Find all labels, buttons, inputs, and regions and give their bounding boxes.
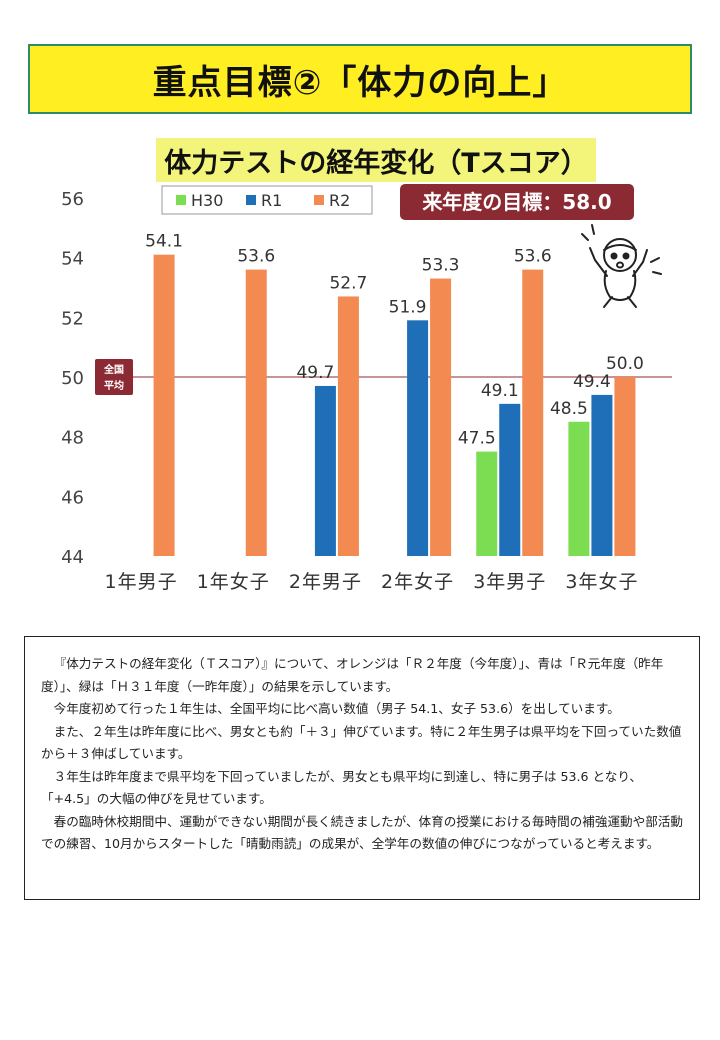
description-paragraph-1: 『体力テストの経年変化（Ｔスコア）』について、オレンジは「Ｒ２年度（今年度）」、… [41, 656, 664, 694]
description-paragraph-2: 今年度初めて行った１年生は、全国平均に比べ高い数値（男子 54.1、女子 53.… [53, 701, 620, 716]
x-tick-label: 1年女子 [197, 571, 270, 593]
x-tick-label: 2年男子 [289, 571, 362, 593]
bar-value-label: 53.6 [514, 247, 552, 267]
bar-value-label: 52.7 [329, 273, 367, 293]
mascot-illustration [581, 224, 662, 308]
legend-label: H30 [191, 191, 223, 210]
y-tick-label: 48 [61, 428, 84, 449]
bar-value-label: 49.1 [481, 381, 519, 401]
bar-r2 [153, 254, 175, 556]
y-tick-label: 50 [61, 368, 84, 389]
legend-swatch [246, 195, 256, 205]
y-tick-label: 44 [61, 547, 84, 568]
national-average-label: 全国 平均 [95, 359, 133, 395]
bar-r2 [614, 377, 636, 556]
x-tick-label: 3年男子 [473, 571, 546, 593]
bars: 54.1 53.6 49.7 52.7 51.9 53.3 47.5 49.1 53.6 48.5… [145, 232, 644, 556]
goal-badge: 来年度の目標：58.0 [400, 184, 634, 220]
bar-value-label: 47.5 [458, 429, 496, 449]
bar-value-label: 49.4 [573, 372, 611, 392]
y-tick-label: 46 [61, 487, 84, 508]
national-average-label-line2: 平均 [104, 379, 124, 392]
x-tick-label: 2年女子 [381, 571, 454, 593]
x-axis: 1年男子 1年女子 2年男子 2年女子 3年男子 3年女子 [105, 571, 638, 593]
title-banner: 重点目標②「体力の向上」 [28, 44, 692, 114]
bar-r2 [245, 269, 267, 556]
y-tick-label: 56 [61, 189, 84, 210]
description-paragraph-4: ３年生は昨年度まで県平均を下回っていましたが、男女とも県平均に到達し、特に男子は… [41, 768, 643, 807]
bar-value-label: 51.9 [389, 297, 427, 317]
description-box: 『体力テストの経年変化（Ｔスコア）』について、オレンジは「Ｒ２年度（今年度）」、… [24, 636, 700, 900]
y-axis: 44 46 48 50 52 54 56 [61, 189, 84, 568]
legend-swatch [314, 195, 324, 205]
bar-r2 [522, 269, 544, 556]
bar-value-label: 50.0 [606, 354, 644, 374]
goal-text: 来年度の目標：58.0 [421, 190, 611, 214]
chart-title-box: 体力テストの経年変化（Tスコア） [156, 138, 596, 182]
description-paragraph-3: また、２年生は昨年度に比べ、男女とも約「＋３」伸びています。特に２年生男子は県平… [41, 723, 682, 762]
bar-value-label: 53.6 [237, 247, 275, 267]
x-tick-label: 3年女子 [565, 571, 638, 593]
bar-r1 [314, 385, 336, 556]
bar-r1 [407, 320, 429, 556]
bar-value-label: 48.5 [550, 399, 588, 419]
bar-r2 [430, 278, 452, 556]
legend-swatch [176, 195, 186, 205]
page-title: 重点目標②「体力の向上」 [152, 62, 568, 103]
legend-label: R2 [329, 191, 350, 210]
bar-value-label: 53.3 [422, 256, 460, 276]
legend: H30 R1 R2 [161, 185, 373, 215]
y-tick-label: 54 [61, 249, 84, 270]
bar-r1 [499, 403, 521, 556]
bar-value-label: 54.1 [145, 232, 183, 252]
national-average-label-line1: 全国 [103, 363, 124, 376]
bar-value-label: 49.7 [296, 363, 334, 383]
bar-h30 [476, 451, 498, 556]
chart-title: 体力テストの経年変化（Tスコア） [164, 147, 588, 179]
x-tick-label: 1年男子 [105, 571, 178, 593]
bar-h30 [568, 421, 590, 556]
bar-chart: 44 46 48 50 52 54 56 全国 平均 54.1 53.6 49.7 52.7 51.… [61, 184, 672, 593]
legend-label: R1 [261, 191, 282, 210]
bar-r2 [337, 296, 359, 556]
description-paragraph-5: 春の臨時休校期間中、運動ができない期間が長く続きましたが、体育の授業における毎時… [41, 813, 684, 852]
y-tick-label: 52 [61, 308, 84, 329]
bar-r1 [591, 394, 613, 556]
